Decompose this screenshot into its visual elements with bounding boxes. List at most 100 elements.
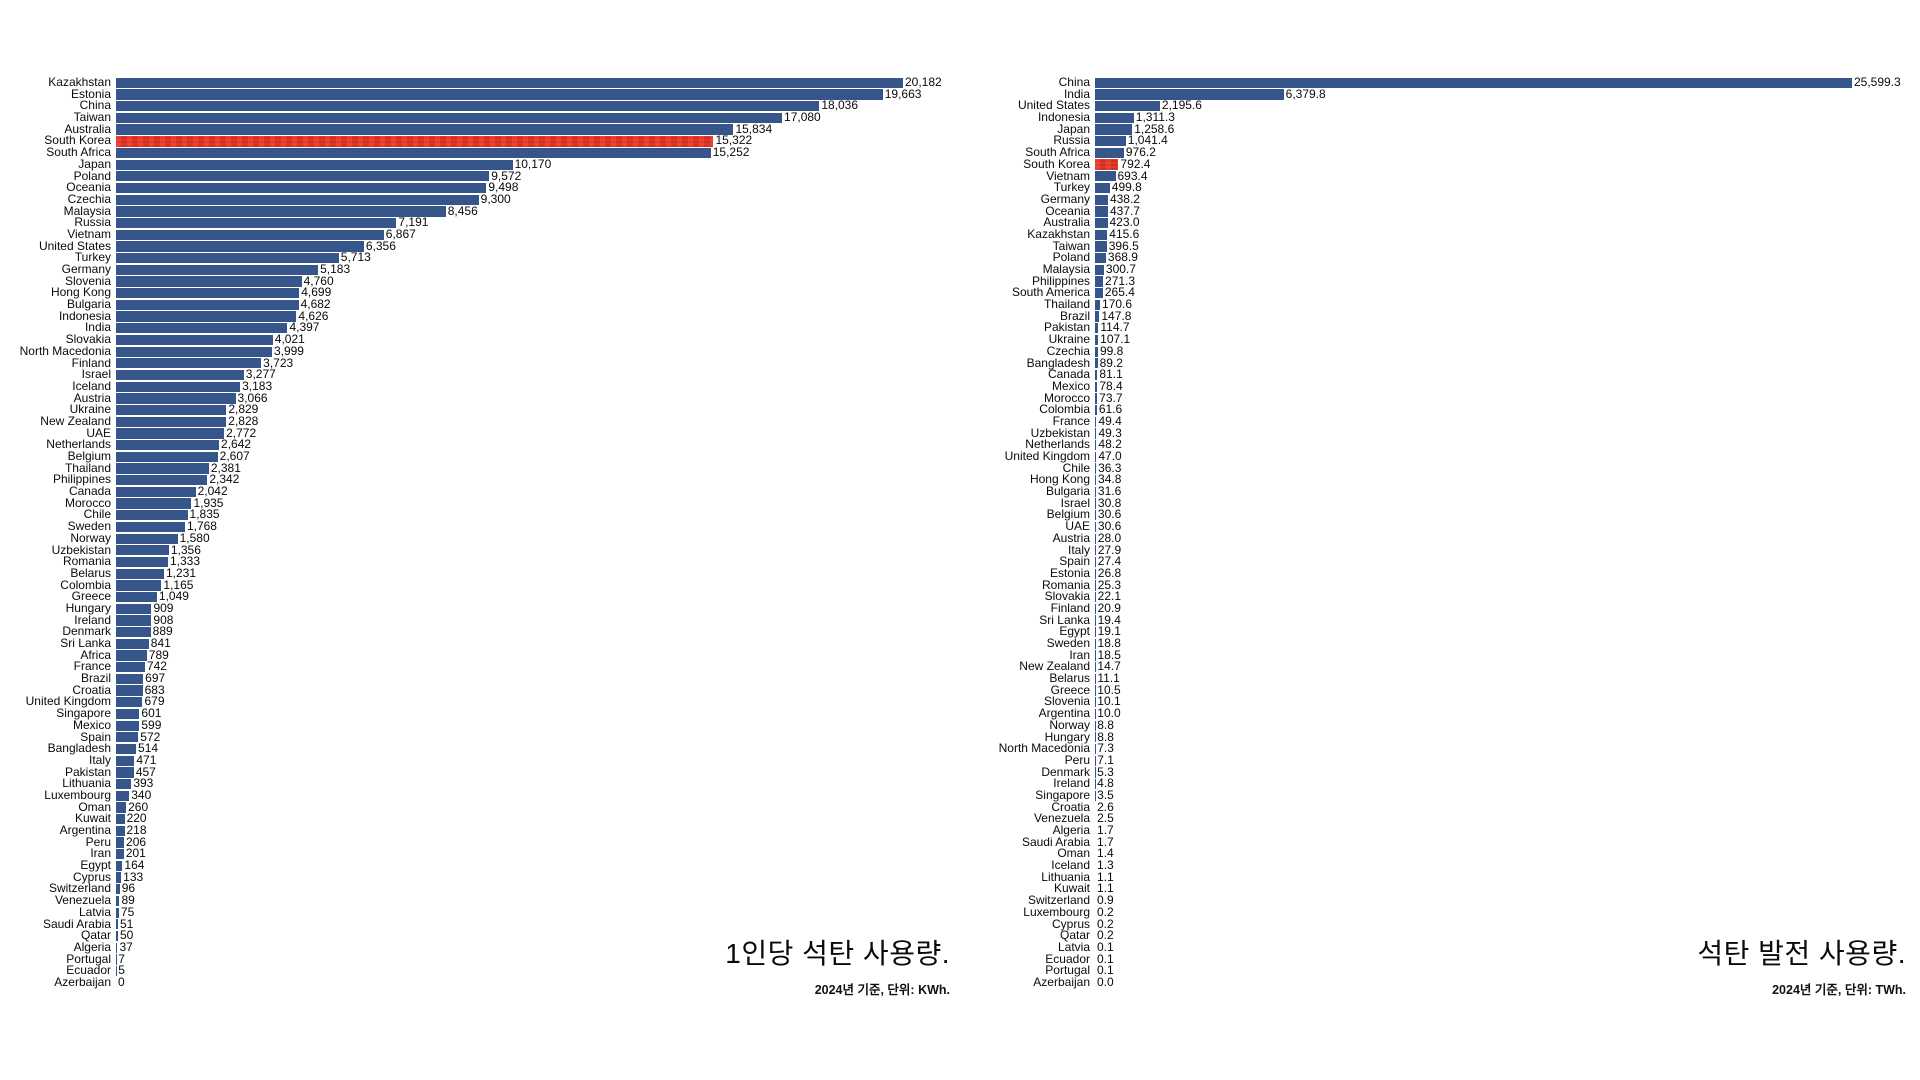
bar-area: 34.8 [1095, 474, 1852, 486]
value-label: 31.6 [1097, 484, 1122, 499]
country-label: United Kingdom [25, 694, 111, 709]
bar [1095, 510, 1096, 521]
bar-row: UAE 30.6 [950, 520, 1852, 533]
country-label: Turkey [1053, 180, 1090, 195]
left-title-block: 1인당 석탄 사용량. 2024년 기준, 단위: KWh. [725, 932, 950, 998]
bar-area: 693.4 [1095, 170, 1852, 183]
value-label: 1.1 [1097, 869, 1114, 884]
bar-area: 2.6 [1095, 801, 1852, 814]
bar [116, 428, 225, 439]
bar-area: 4.8 [1095, 777, 1852, 790]
bar-row: Thailand 170.6 [950, 298, 1852, 311]
bar-area: 265.4 [1095, 287, 1852, 299]
bar-row: Czechia 99.8 [950, 343, 1852, 358]
value-label: 30.8 [1097, 495, 1122, 510]
bar-area: 0.9 [1095, 894, 1852, 907]
bar-row: Japan 10,170 [16, 158, 903, 171]
bar [116, 638, 149, 649]
bar [116, 276, 302, 287]
bar-area: 393 [116, 777, 903, 790]
value-label: 742 [146, 659, 167, 674]
bar-area: 396.5 [1095, 240, 1852, 253]
bar-area: 909 [116, 602, 903, 615]
country-label: Finland [1050, 600, 1090, 615]
bar-area: 908 [116, 614, 903, 627]
bar-area: 89 [116, 894, 903, 907]
bar-area: 889 [116, 625, 903, 638]
bar-area: 368.9 [1095, 251, 1852, 264]
value-label: 6,356 [365, 238, 396, 253]
bar-area: 25,599.3 [1095, 76, 1901, 89]
bar-row: Taiwan 17,080 [16, 111, 903, 124]
value-label: 792.4 [1120, 156, 1151, 171]
bar [116, 288, 300, 299]
value-label: 1.1 [1097, 881, 1114, 896]
country-label: Morocco [64, 495, 111, 510]
bar [116, 673, 144, 685]
country-label: Germany [1040, 191, 1090, 206]
bar-row: Mexico 78.4 [950, 380, 1852, 393]
country-label: Czechia [1046, 343, 1090, 358]
value-label: 107.1 [1100, 332, 1131, 347]
bar [116, 147, 711, 159]
bar-row: China 25,599.3 [950, 76, 1901, 89]
value-label: 15,252 [712, 145, 750, 160]
value-label: 265.4 [1104, 285, 1135, 300]
country-label: Bangladesh [1026, 355, 1090, 370]
country-label: Lithuania [1041, 869, 1090, 884]
country-label: Azerbaijan [1033, 974, 1090, 989]
country-label: Israel [1060, 495, 1090, 510]
bar-row: Finland 20.9 [950, 600, 1852, 615]
country-label: Ukraine [1048, 332, 1090, 347]
bar-area: 5.3 [1095, 764, 1852, 779]
value-label: 5.3 [1097, 764, 1114, 779]
bar-area: 15,834 [116, 123, 903, 136]
bar-area: 147.8 [1095, 310, 1852, 323]
bar-area: 415.6 [1095, 228, 1852, 241]
bar-row: Germany 438.2 [950, 191, 1852, 206]
bar [1095, 229, 1108, 240]
bar-row: Sri Lanka 841 [16, 637, 903, 650]
bar-row: Latvia 0.1 [950, 941, 1852, 954]
bar-row: Spain 572 [16, 729, 903, 744]
bar [1095, 217, 1108, 229]
value-label: 300.7 [1105, 262, 1136, 276]
country-label: Luxembourg [44, 787, 111, 802]
value-label: 1.7 [1097, 823, 1114, 837]
value-label: 572 [140, 729, 161, 744]
value-label: 18,036 [821, 98, 859, 113]
country-label: Iceland [1051, 858, 1090, 873]
bar-area: 1,041.4 [1095, 135, 1852, 147]
bar-area: 2,607 [116, 450, 903, 463]
coal-per-capita-bars: Kazakhstan 20,182 Estonia 19,663 China 18,036… [16, 76, 942, 989]
bar-area: 1.1 [1095, 883, 1852, 895]
bar-row: South Korea 15,322 [16, 135, 903, 147]
bar [116, 498, 192, 509]
bar-row: Ireland 908 [16, 614, 903, 627]
bar-row: Russia 7,191 [16, 216, 903, 229]
country-label: Slovenia [1043, 694, 1090, 709]
value-label: 37 [119, 939, 133, 954]
bar-row: Pakistan 457 [16, 766, 903, 779]
country-label: Oceania [66, 180, 111, 195]
value-label: 0.2 [1097, 928, 1114, 943]
bar [116, 556, 168, 568]
bar [116, 229, 384, 240]
bar-area: 3,723 [116, 357, 903, 370]
bar-area: 20.9 [1095, 602, 1852, 615]
country-label: India [84, 320, 111, 335]
bar-area: 3,066 [116, 392, 903, 405]
country-label: Venezuela [1033, 811, 1090, 826]
bar-area: 3,277 [116, 368, 903, 381]
value-label: 22.1 [1097, 589, 1121, 604]
country-label: Saudi Arabia [1021, 834, 1090, 849]
bar-row: Iceland 1.3 [950, 858, 1852, 873]
value-label: 6,379.8 [1285, 86, 1326, 101]
country-label: Malaysia [63, 203, 111, 218]
bar [1095, 451, 1097, 462]
bar-row: Singapore 3.5 [950, 789, 1852, 802]
country-label: Egypt [1059, 624, 1090, 639]
bar-area: 2,042 [116, 485, 903, 498]
bar-row: Pakistan 114.7 [950, 322, 1852, 334]
bar-row: Egypt 19.1 [950, 624, 1852, 639]
